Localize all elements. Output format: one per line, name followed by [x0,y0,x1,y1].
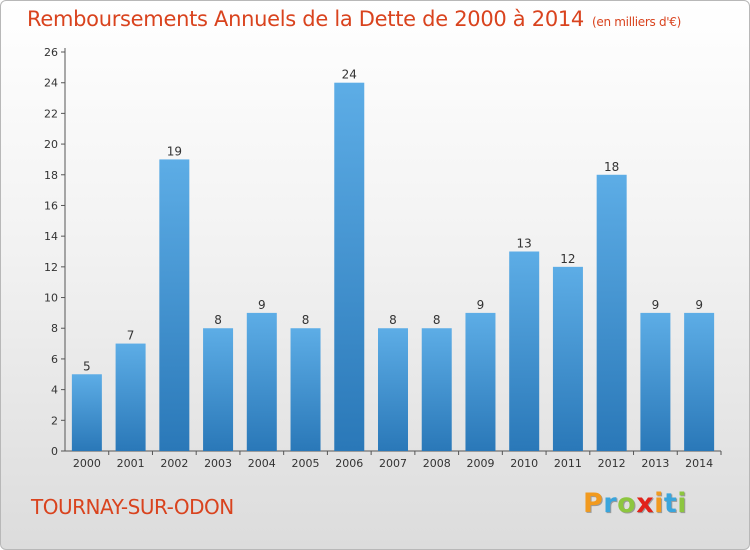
bar [334,82,365,451]
data-label: 13 [517,237,532,251]
chart-title-text: Remboursements Annuels de la Dette de 20… [27,7,584,31]
bar [465,312,496,451]
x-tick-label: 2000 [73,457,101,470]
logo-letter: t [663,488,678,519]
data-label: 8 [214,313,222,327]
logo-letter: i [677,488,688,519]
chart-title: Remboursements Annuels de la Dette de 20… [27,7,681,31]
data-label: 7 [127,329,135,343]
proxiti-logo: Proxiti [583,488,687,519]
data-label: 8 [389,313,397,327]
bar [421,328,452,451]
bar [290,328,321,451]
y-tick-label: 18 [44,169,58,182]
bar [203,328,234,451]
y-tick-label: 4 [51,384,58,397]
data-label: 8 [433,313,441,327]
bar [115,343,146,451]
x-tick-label: 2011 [554,457,582,470]
bar [684,312,715,451]
x-tick-label: 2009 [466,457,494,470]
logo-letter: o [617,488,637,519]
x-tick-label: 2003 [204,457,232,470]
data-label: 9 [652,298,660,312]
x-tick-label: 2006 [335,457,363,470]
bar [509,251,540,451]
bar [246,312,277,451]
x-tick-label: 2004 [248,457,276,470]
x-tick-label: 2014 [685,457,713,470]
data-label: 9 [258,298,266,312]
x-tick-label: 2010 [510,457,538,470]
logo-letter: P [583,488,604,519]
bars-layer [71,82,715,451]
chart-unit: (en milliers d'€) [592,15,682,29]
x-tick-label: 2012 [598,457,626,470]
y-tick-label: 0 [51,445,58,458]
y-tick-label: 2 [51,414,58,427]
data-label: 8 [302,313,310,327]
x-tick-label: 2008 [423,457,451,470]
y-tick-label: 6 [51,353,58,366]
y-tick-label: 26 [44,46,58,59]
y-tick-label: 16 [44,199,58,212]
y-tick-label: 8 [51,322,58,335]
x-tick-label: 2005 [292,457,320,470]
data-label: 5 [83,359,91,373]
bar [640,312,671,451]
bar [552,266,583,451]
y-tick-label: 14 [44,230,58,243]
data-label: 12 [560,252,575,266]
y-tick-label: 24 [44,77,58,90]
data-label: 19 [167,144,182,158]
bar [378,328,408,451]
bar [71,374,102,451]
y-tick-label: 12 [44,261,58,274]
x-tick-label: 2013 [641,457,669,470]
logo-letter: x [636,488,655,519]
y-tick-label: 20 [44,138,58,151]
data-label: 9 [477,298,485,312]
bar [159,159,190,451]
labels-layer: 5 2000 7 2001 19 2002 8 2003 9 2004 8 2005 24 2006 8 20… [73,68,713,470]
x-tick-label: 2002 [160,457,188,470]
commune-name: TOURNAY-SUR-ODON [31,495,234,519]
logo-letter: r [603,488,618,519]
data-label: 18 [604,160,619,174]
x-tick-label: 2007 [379,457,407,470]
y-tick-label: 10 [44,292,58,305]
data-label: 24 [342,68,357,82]
x-tick-label: 2001 [117,457,145,470]
y-tick-label: 22 [44,107,58,120]
data-label: 9 [695,298,703,312]
logo-letter: i [654,488,664,519]
bar [596,174,627,451]
